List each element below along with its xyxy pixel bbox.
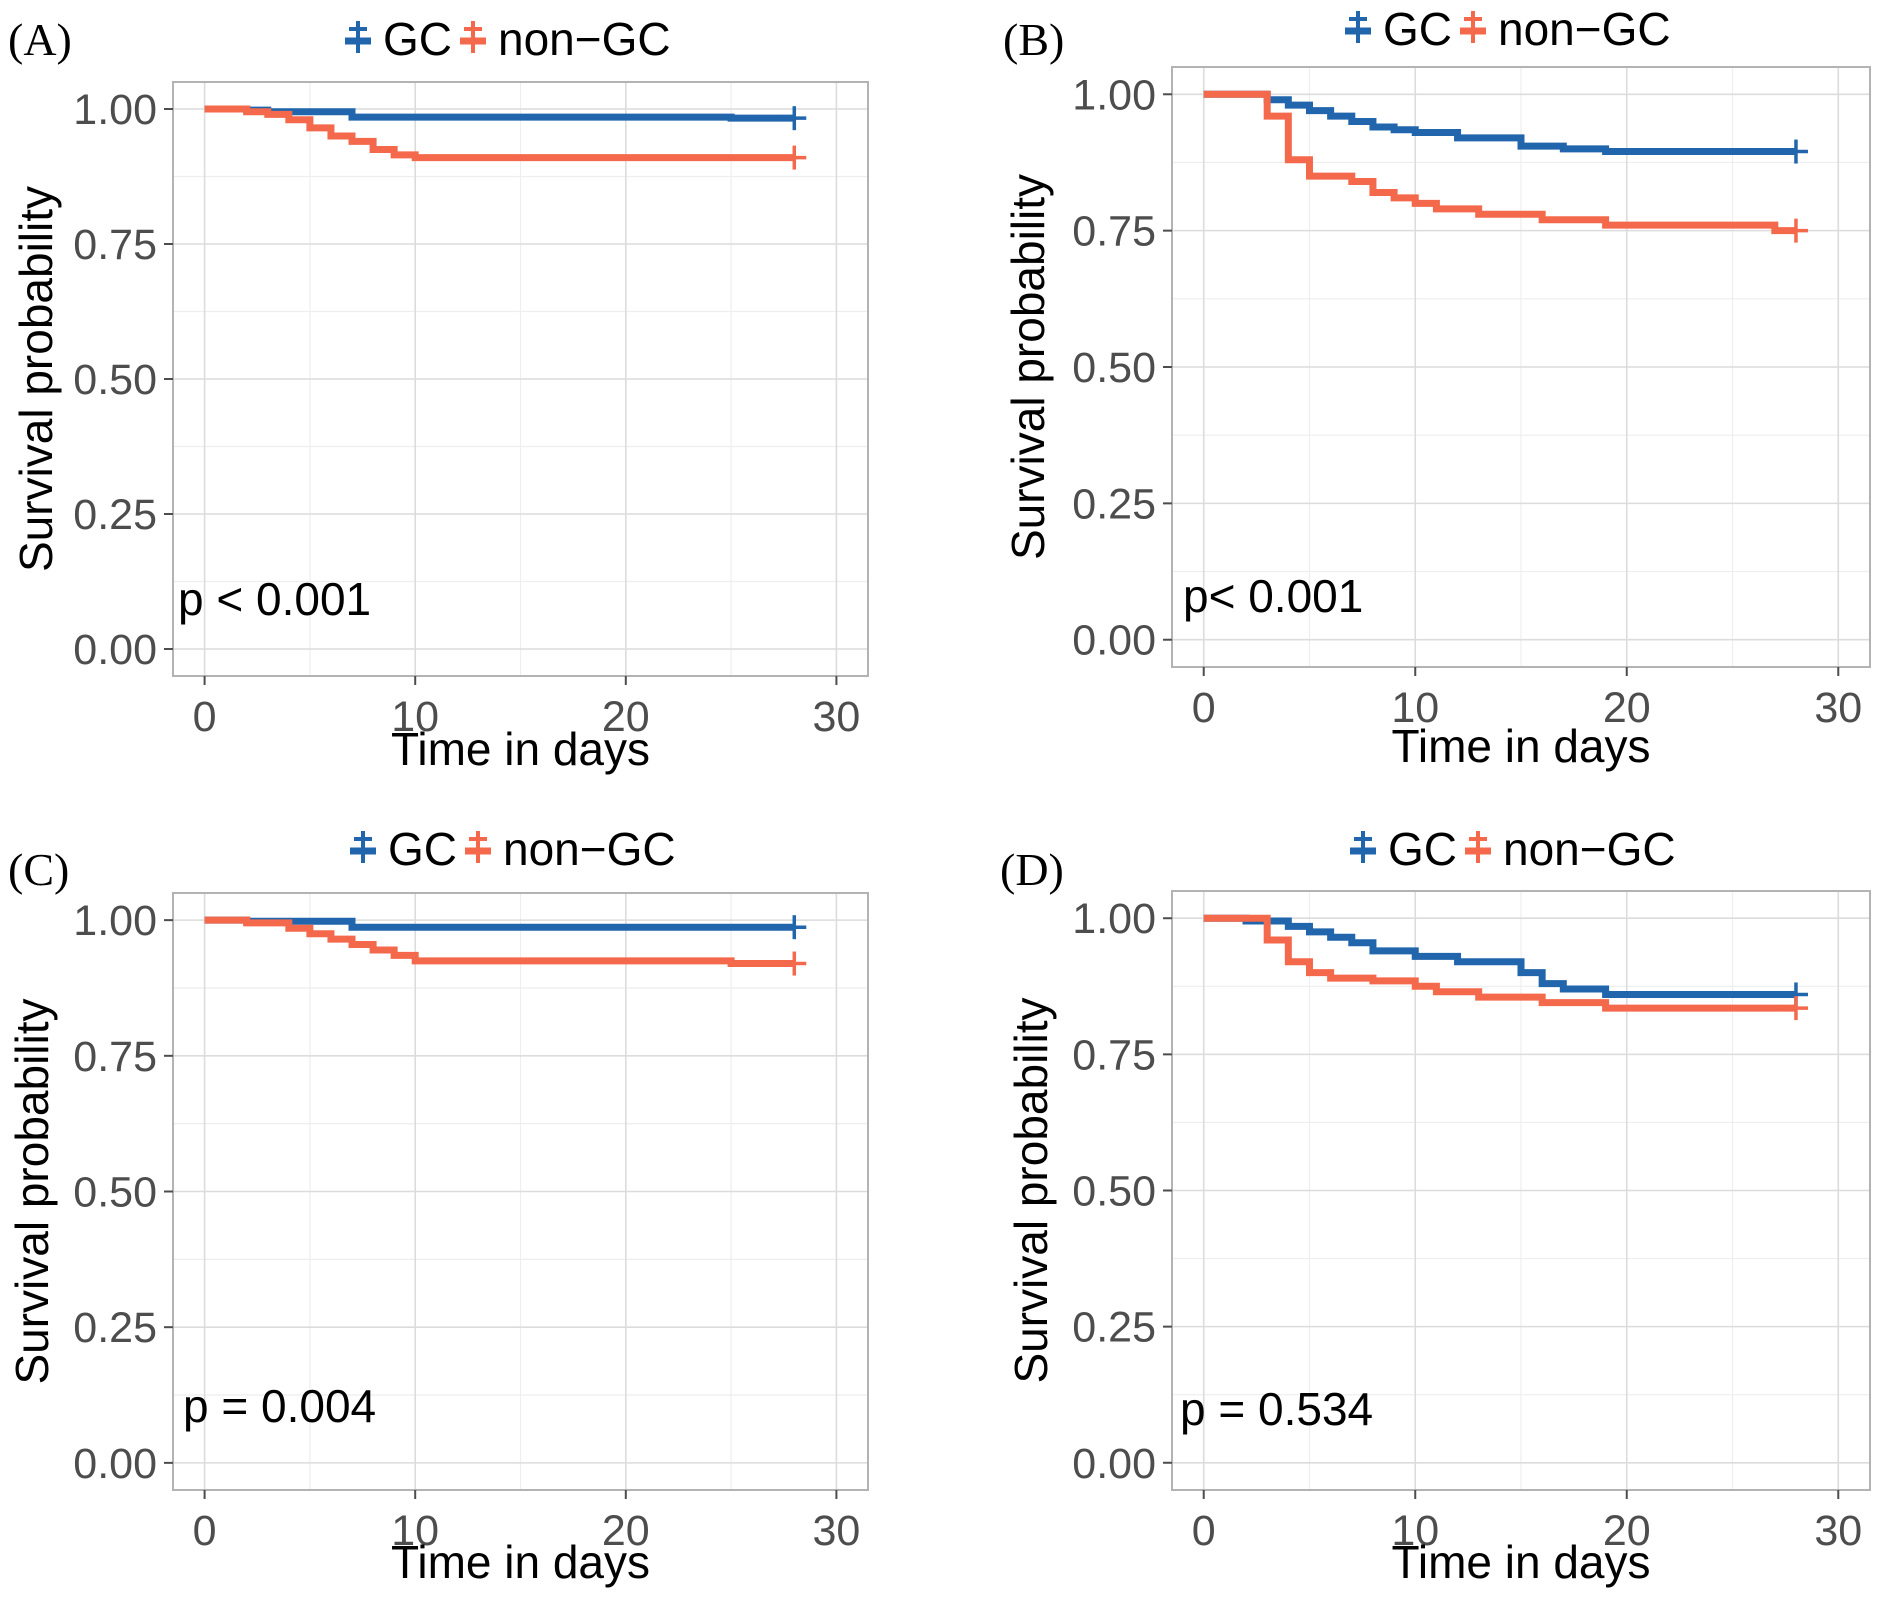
x-tick-label: 20 bbox=[1603, 1507, 1651, 1555]
y-axis-title: Survival probability bbox=[6, 998, 58, 1384]
y-tick-label: 0.25 bbox=[1072, 1304, 1156, 1352]
y-axis-title: Survival probability bbox=[1005, 997, 1057, 1383]
y-tick-label: 1.00 bbox=[1072, 71, 1156, 119]
panel-d: 0 10 20 30 0.00 0.25 0.50 0.75 1.00 Time in days S… bbox=[1000, 823, 1871, 1588]
legend: GC non−GC bbox=[350, 823, 676, 875]
panel-b: 0 10 20 30 0.00 0.25 0.50 0.75 1.00 Time in days S… bbox=[1002, 3, 1871, 772]
legend-label: GC bbox=[388, 823, 457, 875]
x-tick-label: 10 bbox=[391, 1507, 439, 1555]
x-tick-label: 30 bbox=[1814, 1507, 1862, 1555]
x-tick-label: 30 bbox=[812, 693, 860, 741]
survival-curve-gc bbox=[1203, 914, 1796, 998]
x-tick-label: 20 bbox=[602, 1507, 650, 1555]
y-tick-label: 0.00 bbox=[73, 1440, 157, 1488]
y-axis-title: Survival probability bbox=[1002, 174, 1054, 560]
x-tick-label: 20 bbox=[602, 693, 650, 741]
legend-label: GC bbox=[1383, 3, 1452, 55]
y-tick-label: 1.00 bbox=[1072, 895, 1156, 943]
y-tick-label: 1.00 bbox=[73, 897, 157, 945]
legend: GC non−GC bbox=[1350, 823, 1676, 875]
x-axis-title: Time in days bbox=[1391, 1536, 1650, 1588]
p-value-annotation: p< 0.001 bbox=[1183, 570, 1363, 622]
y-axis-title: Survival probability bbox=[10, 186, 62, 572]
x-tick-label: 10 bbox=[1391, 684, 1439, 732]
panel-label: (B) bbox=[1003, 14, 1064, 65]
survival-curve-gc bbox=[1203, 90, 1796, 156]
y-tick-label: 0.75 bbox=[73, 1033, 157, 1081]
y-tick-label: 0.50 bbox=[73, 356, 157, 404]
y-tick-label: 1.00 bbox=[73, 86, 157, 134]
panel-label: (C) bbox=[8, 844, 69, 895]
y-tick-label: 0.50 bbox=[1072, 1168, 1156, 1216]
legend-label: non−GC bbox=[1498, 3, 1671, 55]
x-axis-title: Time in days bbox=[1391, 720, 1650, 772]
y-tick-label: 0.00 bbox=[1072, 617, 1156, 665]
y-tick-label: 0.75 bbox=[73, 221, 157, 269]
y-tick-label: 0.00 bbox=[73, 626, 157, 674]
y-tick-label: 0.75 bbox=[1072, 208, 1156, 256]
panel-a: 0 10 20 30 0.00 0.25 0.50 0.75 1.00 Time in days S… bbox=[8, 13, 869, 775]
legend-label: non−GC bbox=[498, 13, 671, 65]
y-tick-label: 0.50 bbox=[73, 1169, 157, 1217]
x-tick-label: 20 bbox=[1603, 684, 1651, 732]
x-tick-label: 0 bbox=[1192, 684, 1216, 732]
y-tick-label: 0.75 bbox=[1072, 1031, 1156, 1079]
panel-c: 0 10 20 30 0.00 0.25 0.50 0.75 1.00 Time in days S… bbox=[6, 823, 869, 1588]
legend-label: non−GC bbox=[503, 823, 676, 875]
x-tick-label: 0 bbox=[1192, 1507, 1216, 1555]
y-tick-label: 0.25 bbox=[73, 491, 157, 539]
panel-label: (D) bbox=[1000, 844, 1064, 895]
survival-curve-non-gc bbox=[204, 105, 795, 162]
survival-curve-non-gc bbox=[1203, 914, 1796, 1012]
survival-curve-non-gc bbox=[204, 916, 795, 968]
y-tick-label: 0.00 bbox=[1072, 1440, 1156, 1488]
x-axis-title: Time in days bbox=[391, 1536, 650, 1588]
y-tick-label: 0.50 bbox=[1072, 344, 1156, 392]
x-axis-title: Time in days bbox=[391, 723, 650, 775]
y-tick-label: 0.25 bbox=[73, 1304, 157, 1352]
legend: GC non−GC bbox=[1345, 3, 1671, 55]
p-value-annotation: p < 0.001 bbox=[178, 573, 371, 625]
y-tick-label: 0.25 bbox=[1072, 480, 1156, 528]
x-tick-label: 30 bbox=[1814, 684, 1862, 732]
p-value-annotation: p = 0.004 bbox=[183, 1380, 376, 1432]
legend-label: GC bbox=[1388, 823, 1457, 875]
legend: GC non−GC bbox=[345, 13, 671, 65]
x-tick-label: 10 bbox=[391, 693, 439, 741]
x-tick-label: 10 bbox=[1391, 1507, 1439, 1555]
x-tick-label: 0 bbox=[193, 1507, 217, 1555]
x-tick-label: 30 bbox=[812, 1507, 860, 1555]
legend-label: non−GC bbox=[1503, 823, 1676, 875]
x-tick-label: 0 bbox=[193, 693, 217, 741]
panel-label: (A) bbox=[8, 14, 72, 65]
p-value-annotation: p = 0.534 bbox=[1180, 1383, 1373, 1435]
survival-curve-non-gc bbox=[1203, 90, 1796, 235]
legend-label: GC bbox=[383, 13, 452, 65]
